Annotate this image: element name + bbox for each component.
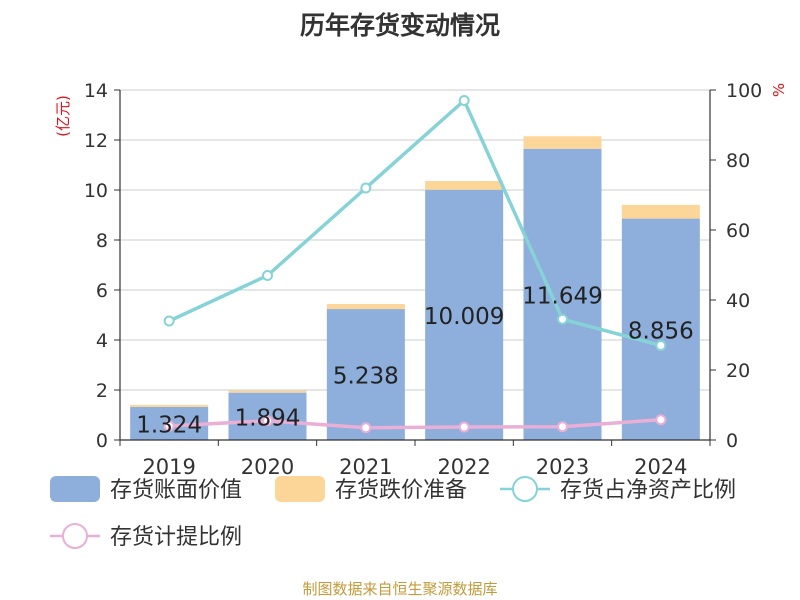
left-tick-label: 6 <box>96 280 108 302</box>
source-text: 制图数据来自恒生聚源数据库 <box>302 580 498 598</box>
legend-item: 存货跌价准备 <box>275 476 467 503</box>
x-tick-label: 2021 <box>339 455 392 479</box>
bar-2022 <box>425 189 504 440</box>
bar-2021 <box>326 309 405 440</box>
x-tick-label: 2022 <box>437 455 490 479</box>
legend-label: 存货跌价准备 <box>335 478 467 503</box>
line-point <box>655 414 667 426</box>
label-layer: 1.324 1.894 5.238 10.009 11.649 8.856 <box>136 283 694 438</box>
x-tick-label: 2020 <box>241 455 294 479</box>
legend-marker <box>512 476 538 502</box>
bar-2019 <box>130 404 209 407</box>
series-line <box>168 98 662 348</box>
left-tick-label: 12 <box>84 130 108 152</box>
legend-marker <box>62 523 88 549</box>
left-tick-label: 0 <box>96 430 108 452</box>
legend-swatch <box>275 476 325 502</box>
legend-label: 存货占净资产比例 <box>560 478 736 503</box>
axis-layer: 0 2 4 6 8 10 12 14 0 20 40 60 80 100 2019 2020 2021 2022 2… <box>54 80 788 479</box>
right-tick-label: 100 <box>726 80 762 102</box>
legend-item: 存货计提比例 <box>50 523 242 550</box>
right-tick-label: 80 <box>726 150 750 172</box>
right-tick-label: 40 <box>726 290 750 312</box>
left-tick-label: 10 <box>84 180 108 202</box>
line-point <box>262 415 273 427</box>
chart-title: 历年存货变动情况 <box>299 11 500 40</box>
x-tick-label: 2024 <box>634 455 687 479</box>
line-point <box>163 420 175 432</box>
left-tick-label: 4 <box>96 330 108 352</box>
line-point <box>655 340 667 351</box>
right-tick-label: 60 <box>726 220 750 242</box>
bar-2021 <box>326 304 405 310</box>
x-tick-label: 2023 <box>536 455 589 479</box>
line-point <box>262 270 273 281</box>
bar-value-label: 11.649 <box>522 283 602 309</box>
bar-value-label: 5.238 <box>333 364 399 390</box>
bar-value-label: 1.894 <box>235 405 301 431</box>
bar-value-label: 8.856 <box>628 318 694 344</box>
right-tick-label: 20 <box>726 360 750 382</box>
line-point <box>557 313 568 325</box>
right-tick-label: 0 <box>726 430 738 452</box>
line-point <box>360 422 372 434</box>
legend-item: 存货占净资产比例 <box>500 476 736 503</box>
left-tick-label: 14 <box>84 80 108 102</box>
bar-layer <box>130 136 700 440</box>
bar-2024 <box>621 218 700 440</box>
line-point <box>360 182 372 194</box>
left-axis-label: (亿元) <box>54 95 72 137</box>
bar-2023 <box>523 136 602 149</box>
line-point <box>163 315 175 327</box>
line-point <box>458 421 470 433</box>
legend-item: 存货账面价值 <box>50 476 242 503</box>
right-axis-label: % <box>770 83 788 97</box>
bar-2022 <box>425 181 504 190</box>
line-point <box>458 95 470 106</box>
line-point <box>557 421 568 433</box>
legend-label: 存货账面价值 <box>110 478 242 503</box>
bar-value-label: 1.324 <box>136 412 202 438</box>
bar-2024 <box>621 204 700 219</box>
bar-2023 <box>523 148 602 440</box>
legend-label: 存货计提比例 <box>110 525 242 550</box>
left-tick-label: 2 <box>96 380 108 402</box>
bar-value-label: 10.009 <box>424 304 504 330</box>
legend-swatch <box>50 476 100 502</box>
line-layer <box>163 95 667 434</box>
series-line <box>169 417 661 430</box>
bar-2020 <box>228 390 307 393</box>
x-tick-label: 2019 <box>142 455 195 479</box>
left-tick-label: 8 <box>96 230 108 252</box>
